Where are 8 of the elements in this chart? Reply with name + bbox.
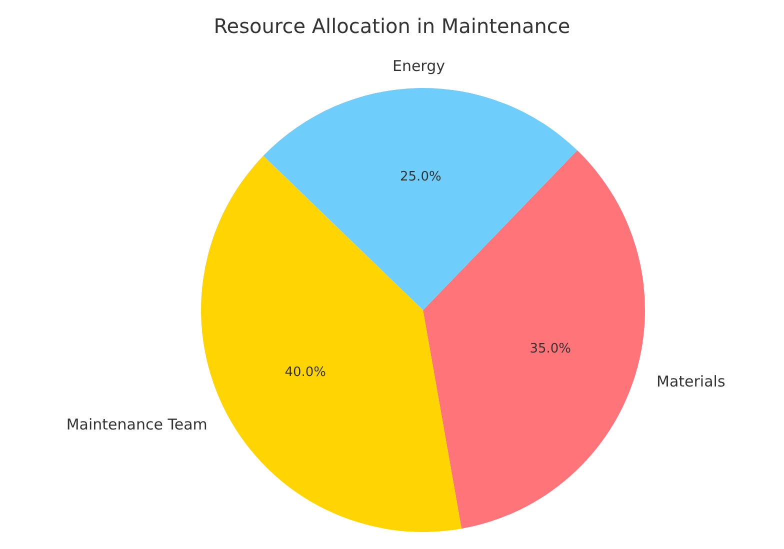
slice-label: Maintenance Team	[66, 416, 208, 434]
slice-label: Materials	[656, 372, 726, 390]
slice-label: Energy	[392, 56, 446, 75]
data-label: 35.0%	[530, 341, 572, 356]
data-label: 25.0%	[400, 169, 442, 184]
data-label: 40.0%	[284, 365, 326, 380]
chart-title: Resource Allocation in Maintenance	[212, 14, 572, 38]
pie-slice	[263, 88, 578, 310]
